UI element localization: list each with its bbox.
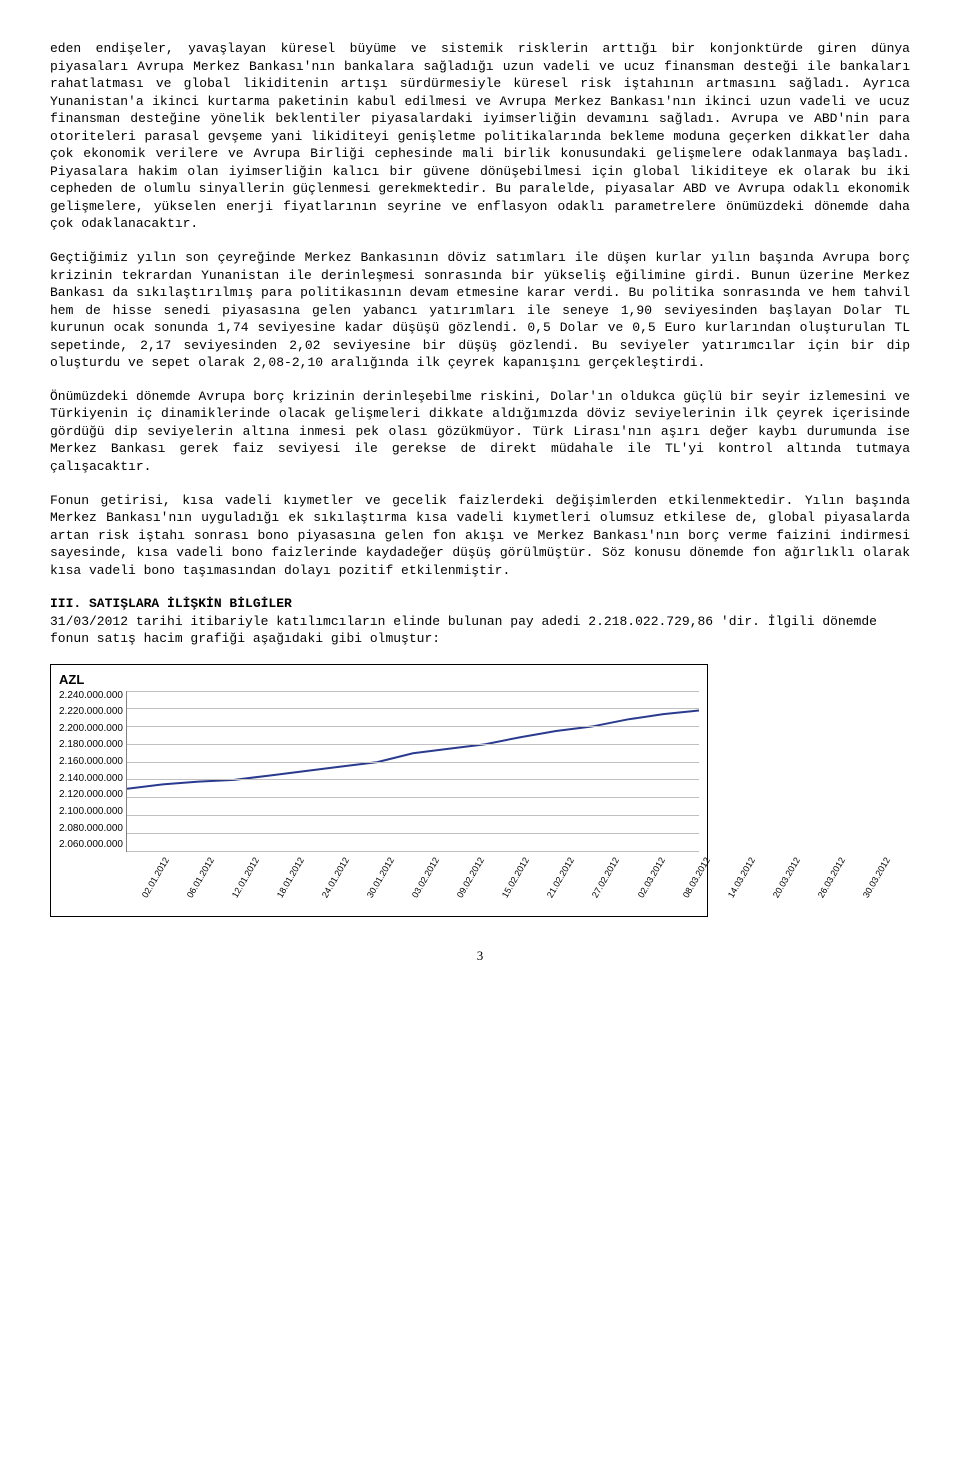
paragraph-3: Önümüzdeki dönemde Avrupa borç krizinin … <box>50 388 910 476</box>
chart-line-series <box>127 691 699 851</box>
chart-plot-area <box>126 691 699 852</box>
chart-gridline <box>127 744 699 745</box>
chart-gridline <box>127 762 699 763</box>
y-tick-label: 2.140.000.000 <box>59 774 123 784</box>
y-tick-label: 2.060.000.000 <box>59 840 123 850</box>
chart-gridline <box>127 815 699 816</box>
chart-y-axis: 2.240.000.000 2.220.000.000 2.200.000.000 2… <box>59 691 126 851</box>
chart-gridline <box>127 797 699 798</box>
y-tick-label: 2.220.000.000 <box>59 707 123 717</box>
chart-gridline <box>127 833 699 834</box>
chart-gridline <box>127 779 699 780</box>
y-tick-label: 2.100.000.000 <box>59 807 123 817</box>
y-tick-label: 2.200.000.000 <box>59 724 123 734</box>
sales-volume-chart: AZL 2.240.000.000 2.220.000.000 2.200.000.… <box>50 664 708 917</box>
chart-gridline <box>127 691 699 692</box>
chart-title: AZL <box>59 671 699 689</box>
y-tick-label: 2.160.000.000 <box>59 757 123 767</box>
y-tick-label: 2.240.000.000 <box>59 691 123 701</box>
chart-gridline <box>127 708 699 709</box>
paragraph-2: Geçtiğimiz yılın son çeyreğinde Merkez B… <box>50 249 910 372</box>
chart-gridline <box>127 726 699 727</box>
y-tick-label: 2.120.000.000 <box>59 790 123 800</box>
y-tick-label: 2.080.000.000 <box>59 824 123 834</box>
page-number: 3 <box>50 947 910 965</box>
y-tick-label: 2.180.000.000 <box>59 740 123 750</box>
chart-gridline <box>127 851 699 852</box>
section-3-subtext: 31/03/2012 tarihi itibariyle katılımcıla… <box>50 613 910 648</box>
paragraph-4: Fonun getirisi, kısa vadeli kıymetler ve… <box>50 492 910 580</box>
paragraph-1: eden endişeler, yavaşlayan küresel büyüm… <box>50 40 910 233</box>
chart-x-axis: 02.01.201206.01.201212.01.201218.01.2012… <box>133 854 699 912</box>
section-3-heading: III. SATIŞLARA İLİŞKİN BİLGİLER <box>50 595 910 613</box>
